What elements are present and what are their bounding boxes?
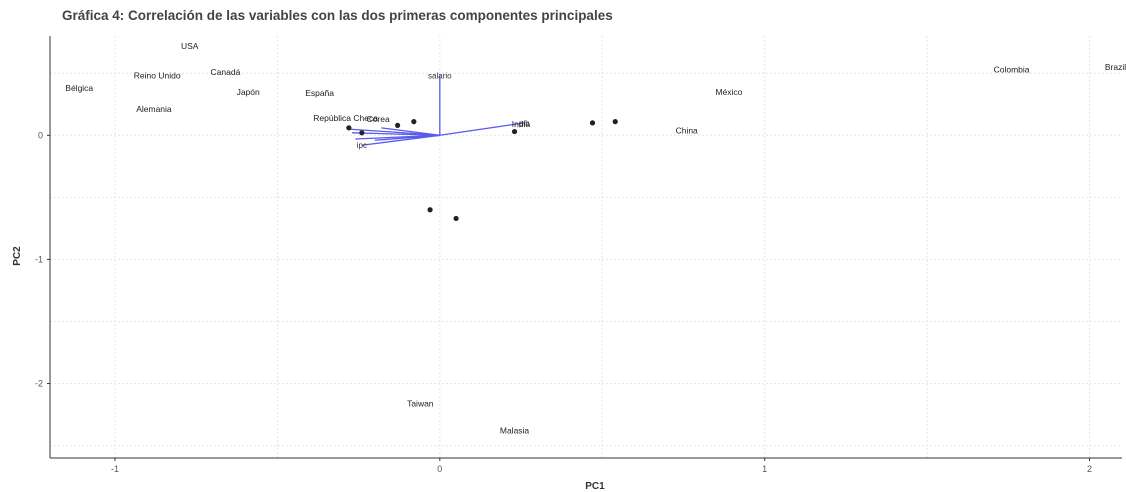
loading-label: ipc <box>357 141 367 150</box>
x-tick-label: 2 <box>1087 464 1092 474</box>
point-label: India <box>512 119 531 129</box>
data-point <box>427 207 433 213</box>
data-point <box>511 128 518 135</box>
axes: -1 0 1 2 -2 -1 0 <box>35 36 1122 474</box>
loading-vector <box>381 127 440 136</box>
data-point <box>346 125 352 131</box>
data-point <box>411 119 417 125</box>
point-label: México <box>715 87 742 97</box>
y-tick-label: -2 <box>35 379 43 389</box>
data-point <box>359 130 365 136</box>
data-points: USA Reino Unido Canadá Bélgica Japón Alemania… <box>65 41 1126 436</box>
loading-vector <box>439 122 525 136</box>
data-point <box>589 120 596 126</box>
loading-vector <box>361 134 440 146</box>
point-label: Corea <box>367 114 390 124</box>
point-label: USA <box>181 41 199 51</box>
data-point <box>612 119 618 125</box>
chart-title: Gráfica 4: Correlación de las variables … <box>62 8 613 23</box>
point-label: China <box>676 125 698 135</box>
point-label: Brazil <box>1105 62 1126 72</box>
y-tick-label: 0 <box>38 130 43 140</box>
loading-vector <box>374 134 440 141</box>
point-label: Alemania <box>136 104 172 114</box>
point-label: Canadá <box>211 67 241 77</box>
y-tick-label: -1 <box>35 254 43 264</box>
grid-lines <box>50 36 1122 458</box>
loading-vector <box>352 132 440 136</box>
loading-vectors: salario pib ipc <box>348 72 530 150</box>
data-point <box>453 215 459 222</box>
point-label: Reino Unido <box>134 71 181 81</box>
point-label: España <box>305 88 334 98</box>
loading-label: salario <box>428 72 452 81</box>
y-axis-label: PC2 <box>12 246 23 266</box>
data-point <box>394 122 401 128</box>
x-tick-label: -1 <box>111 464 119 474</box>
x-tick-label: 1 <box>762 464 767 474</box>
x-axis-label: PC1 <box>585 481 605 492</box>
point-label: Taiwan <box>407 398 434 408</box>
point-label: República Checa <box>313 113 378 123</box>
point-label: Japón <box>237 87 260 97</box>
point-label: Colombia <box>994 65 1030 75</box>
x-tick-label: 0 <box>437 464 442 474</box>
loading-label: pib <box>519 119 530 128</box>
point-label: Bélgica <box>65 83 93 93</box>
point-label: Malasia <box>500 426 530 436</box>
